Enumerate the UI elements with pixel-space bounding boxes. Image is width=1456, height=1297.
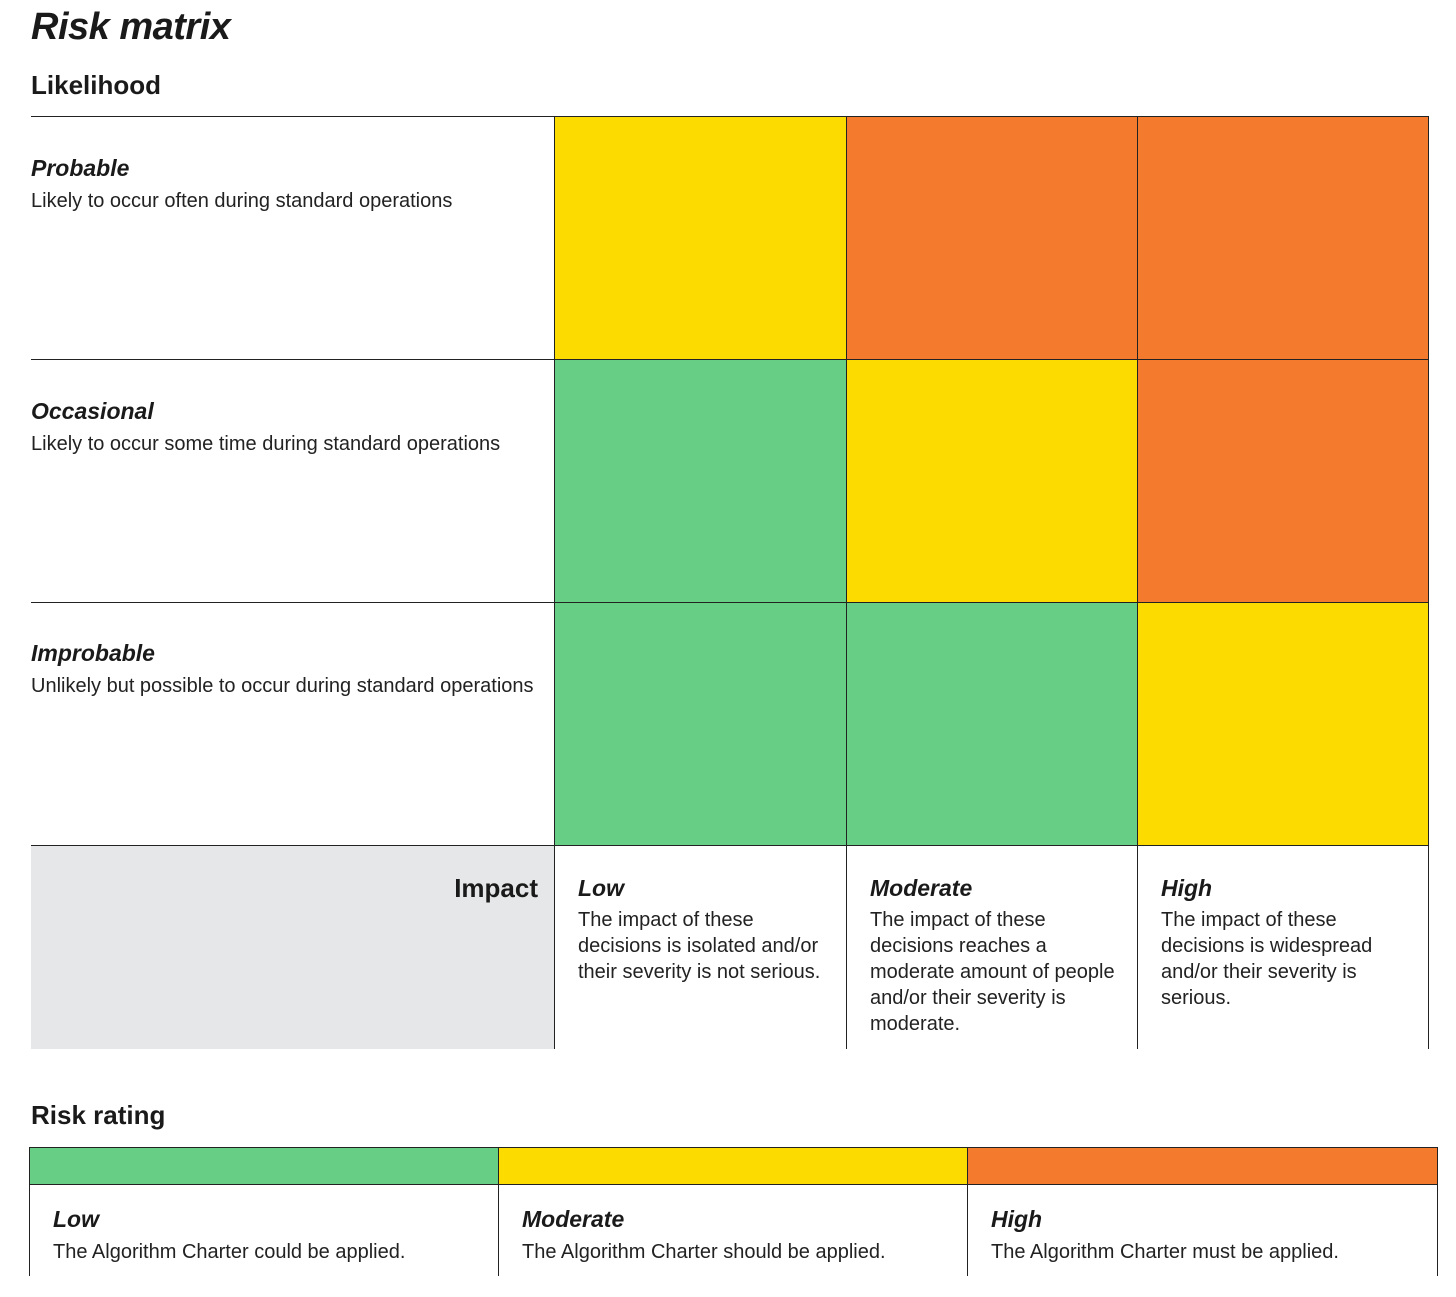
risk-rating-name: Moderate xyxy=(522,1206,625,1232)
likelihood-heading: Likelihood xyxy=(31,70,161,100)
page-title: Risk matrix xyxy=(31,6,231,48)
likelihood-row-improbable: Improbable Unlikely but possible to occu… xyxy=(31,638,546,700)
matrix-line-col1 xyxy=(846,116,847,1049)
rating-line-0 xyxy=(29,1147,30,1276)
impact-header-box: Impact xyxy=(31,845,554,1049)
likelihood-name: Improbable xyxy=(31,640,155,666)
likelihood-description: Unlikely but possible to occur during st… xyxy=(31,675,534,697)
cell-occasional-high xyxy=(1137,359,1428,602)
risk-rating-description: The Algorithm Charter must be applied. xyxy=(991,1241,1339,1263)
cell-improbable-moderate xyxy=(846,602,1137,845)
risk-rating-swatch-high xyxy=(967,1147,1437,1185)
impact-column-high: High The impact of these decisions is wi… xyxy=(1161,873,1416,1011)
matrix-line-col0 xyxy=(554,116,555,1049)
matrix-line-row1 xyxy=(31,359,1428,360)
likelihood-name: Occasional xyxy=(31,398,154,424)
risk-rating-description: The Algorithm Charter should be applied. xyxy=(522,1241,886,1263)
impact-description: The impact of these decisions is widespr… xyxy=(1161,909,1373,1009)
risk-rating-description: The Algorithm Charter could be applied. xyxy=(53,1241,406,1263)
matrix-line-row2 xyxy=(31,602,1428,603)
matrix-line-col2 xyxy=(1137,116,1138,1049)
impact-name: High xyxy=(1161,875,1213,901)
cell-probable-low xyxy=(554,116,846,359)
risk-rating-heading: Risk rating xyxy=(31,1100,166,1130)
likelihood-row-occasional: Occasional Likely to occur some time dur… xyxy=(31,396,546,458)
risk-rating-swatch-moderate xyxy=(498,1147,967,1185)
likelihood-description: Likely to occur some time during standar… xyxy=(31,433,501,455)
risk-rating-moderate: Moderate The Algorithm Charter should be… xyxy=(522,1204,962,1266)
likelihood-description: Likely to occur often during standard op… xyxy=(31,190,453,212)
cell-occasional-low xyxy=(554,359,846,602)
risk-rating-high: High The Algorithm Charter must be appli… xyxy=(991,1204,1431,1266)
likelihood-name: Probable xyxy=(31,155,130,181)
impact-description: The impact of these decisions is isolate… xyxy=(578,909,821,983)
cell-occasional-moderate xyxy=(846,359,1137,602)
risk-rating-name: Low xyxy=(53,1206,99,1232)
cell-improbable-low xyxy=(554,602,846,845)
impact-column-moderate: Moderate The impact of these decisions r… xyxy=(870,873,1125,1037)
risk-rating-low: Low The Algorithm Charter could be appli… xyxy=(53,1204,493,1266)
risk-rating-name: High xyxy=(991,1206,1043,1232)
cell-probable-high xyxy=(1137,116,1428,359)
impact-heading: Impact xyxy=(454,873,538,903)
matrix-line-top xyxy=(31,116,1428,117)
cell-improbable-high xyxy=(1137,602,1428,845)
rating-line-1 xyxy=(498,1147,499,1276)
rating-line-3 xyxy=(1437,1147,1438,1276)
rating-line-2 xyxy=(967,1147,968,1276)
impact-column-low: Low The impact of these decisions is iso… xyxy=(578,873,833,985)
impact-description: The impact of these decisions reaches a … xyxy=(870,909,1115,1035)
cell-probable-moderate xyxy=(846,116,1137,359)
impact-name: Moderate xyxy=(870,875,973,901)
matrix-line-col3 xyxy=(1428,116,1429,1049)
matrix-line-row3 xyxy=(31,845,1428,846)
risk-rating-swatch-low xyxy=(29,1147,498,1185)
impact-name: Low xyxy=(578,875,624,901)
likelihood-row-probable: Probable Likely to occur often during st… xyxy=(31,153,546,215)
